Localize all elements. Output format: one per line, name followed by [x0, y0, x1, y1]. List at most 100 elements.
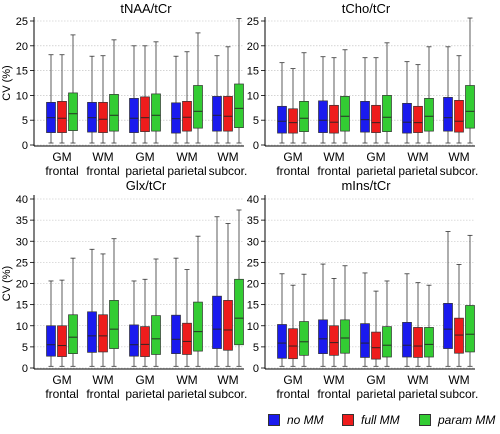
category-label-tcho-4-line1: WM [448, 150, 469, 164]
box-mins-s0-c1-body [318, 319, 328, 354]
panel-title-mins: mIns/tCr [341, 178, 391, 193]
box-tnaa-s0-c2-body [129, 98, 139, 133]
box-mins-s2-c4-body [465, 305, 475, 353]
category-label-mins-0-line1: GM [283, 373, 302, 387]
box-tnaa-s2-c4-body [234, 83, 244, 128]
y-tick-label-glx-2: 10 [16, 321, 28, 333]
y-tick-label-mins-4: 20 [247, 279, 259, 291]
y-tick-label-glx-4: 20 [16, 279, 28, 291]
y-tick-label-mins-0: 0 [253, 363, 259, 375]
box-tcho-s2-c2-body [382, 95, 392, 132]
panel-tcho: 0510152025tCho/tCrGMfrontalWMfrontalGMpa… [247, 1, 479, 178]
category-label-tcho-0-line1: GM [283, 150, 302, 164]
y-tick-label-tcho-2: 10 [247, 90, 259, 102]
y-tick-label-mins-6: 30 [247, 236, 259, 248]
box-tcho-s0-c4-body [443, 97, 453, 132]
y-tick-label-tnaa-1: 5 [22, 115, 28, 127]
y-tick-label-tnaa-3: 15 [16, 66, 28, 78]
legend-swatch-full-mm [342, 414, 354, 426]
y-tick-label-glx-8: 40 [16, 194, 28, 206]
category-label-tcho-0-line2: frontal [276, 164, 309, 178]
box-tcho-s0-c3-body [402, 102, 412, 134]
legend-label-full-mm: full MM [361, 413, 400, 427]
category-label-tnaa-0-line1: GM [52, 150, 71, 164]
y-tick-label-tnaa-5: 25 [16, 16, 28, 28]
y-tick-label-tnaa-0: 0 [22, 140, 28, 152]
box-tcho-s0-c1-body [318, 100, 328, 133]
box-glx-s2-c3-body [193, 301, 203, 352]
y-tick-label-mins-8: 40 [247, 194, 259, 206]
category-label-tcho-4-line2: subcor. [440, 164, 479, 178]
y-tick-label-tcho-4: 20 [247, 41, 259, 53]
y-tick-label-mins-7: 35 [247, 215, 259, 227]
category-label-glx-4-line1: WM [217, 373, 238, 387]
box-tcho-s1-c1-body [329, 104, 339, 134]
box-mins-s2-c1-body [340, 319, 350, 354]
box-tnaa-s1-c3-body [182, 101, 192, 132]
category-label-mins-1-line1: WM [323, 373, 344, 387]
box-tcho-s0-c0-body [277, 105, 287, 134]
category-label-glx-0-line2: frontal [45, 387, 78, 401]
box-glx-s1-c4-body [223, 300, 233, 351]
box-glx-s0-c2-body [129, 324, 139, 357]
y-tick-label-tnaa-2: 10 [16, 90, 28, 102]
y-axis-label-tnaa: CV (%) [1, 65, 13, 100]
box-mins-s0-c0-body [277, 324, 287, 359]
category-label-mins-4-line1: WM [448, 373, 469, 387]
y-tick-label-mins-3: 15 [247, 300, 259, 312]
box-tcho-s2-c3-body [424, 98, 434, 132]
box-mins-s0-c4-body [443, 303, 453, 349]
box-mins-s1-c4-body [454, 317, 464, 354]
box-tcho-s1-c4-body [454, 100, 464, 133]
category-label-tnaa-4-line2: subcor. [209, 164, 248, 178]
category-label-tcho-1-line1: WM [323, 150, 344, 164]
category-label-mins-4-line2: subcor. [440, 387, 479, 401]
category-label-glx-1-line2: frontal [86, 387, 119, 401]
box-tcho-s0-c2-body [360, 101, 370, 133]
box-mins-s0-c2-body [360, 323, 370, 358]
box-tnaa-s2-c0-body [68, 92, 78, 131]
category-label-mins-0-line2: frontal [276, 387, 309, 401]
box-tnaa-s1-c4-body [223, 96, 233, 132]
box-mins-s1-c0-body [288, 328, 298, 360]
box-tcho-s2-c1-body [340, 96, 350, 132]
box-tnaa-s0-c3-body [171, 102, 181, 134]
category-label-tcho-2-line1: GM [366, 150, 385, 164]
category-label-tcho-1-line2: frontal [317, 164, 350, 178]
box-mins-s2-c3-body [424, 327, 434, 358]
y-tick-label-glx-6: 30 [16, 236, 28, 248]
box-mins-s1-c3-body [413, 327, 423, 358]
y-axis-label-glx: CV (%) [1, 266, 13, 301]
category-label-mins-3-line1: WM [407, 373, 428, 387]
panel-mins: 0510152025303540mIns/tCrGMfrontalWMfront… [247, 178, 479, 401]
box-tnaa-s2-c3-body [193, 85, 203, 129]
box-tnaa-s0-c1-body [87, 101, 97, 133]
box-tcho-s1-c0-body [288, 108, 298, 134]
legend-label-param-mm: param MM [438, 413, 496, 427]
box-glx-s2-c1-body [109, 300, 119, 349]
y-tick-label-mins-5: 25 [247, 257, 259, 269]
category-label-tnaa-1-line2: frontal [86, 164, 119, 178]
box-tnaa-s1-c1-body [98, 101, 108, 133]
y-tick-label-mins-1: 5 [253, 342, 259, 354]
y-tick-label-glx-0: 0 [22, 363, 28, 375]
category-label-mins-2-line1: GM [366, 373, 385, 387]
box-tnaa-s2-c1-body [109, 94, 119, 132]
box-mins-s2-c2-body [382, 326, 392, 358]
legend-label-no-mm: no MM [287, 413, 324, 427]
box-glx-s2-c4-body [234, 278, 244, 346]
y-tick-label-glx-5: 25 [16, 257, 28, 269]
category-label-mins-2-line2: parietal [356, 387, 395, 401]
category-label-glx-4-line2: subcor. [209, 387, 248, 401]
category-label-tnaa-3-line1: WM [176, 150, 197, 164]
category-label-glx-3-line1: WM [176, 373, 197, 387]
box-glx-s1-c3-body [182, 322, 192, 355]
legend-swatch-param-mm [419, 414, 431, 426]
category-label-glx-2-line2: parietal [125, 387, 164, 401]
y-tick-label-glx-1: 5 [22, 342, 28, 354]
category-label-tnaa-0-line2: frontal [45, 164, 78, 178]
category-label-tnaa-2-line2: parietal [125, 164, 164, 178]
box-tcho-s2-c0-body [299, 101, 309, 132]
box-glx-s1-c0-body [57, 325, 67, 357]
